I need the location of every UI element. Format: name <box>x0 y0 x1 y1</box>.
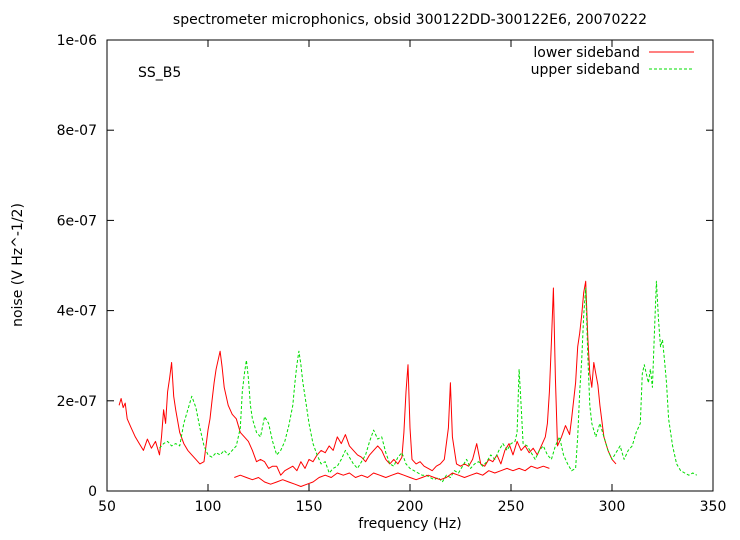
y-tick-label: 4e-07 <box>57 304 97 320</box>
x-tick-label: 100 <box>195 499 222 515</box>
lower-sideband-series-line <box>118 280 617 476</box>
x-tick-label: 200 <box>397 499 424 515</box>
series-layer <box>118 280 698 487</box>
y-tick-label: 2e-07 <box>57 394 97 410</box>
y-tick-label: 6e-07 <box>57 213 97 229</box>
legend-label: upper sideband <box>531 62 640 78</box>
x-tick-label: 50 <box>98 499 116 515</box>
axis-ticks: 50 100 150 200 250 300 350 0 2e-07 4e-07 6e-07 8e-0… <box>57 33 727 515</box>
chart-title: spectrometer microphonics, obsid 300122D… <box>173 12 647 28</box>
y-tick-label: 0 <box>88 484 97 500</box>
y-tick-label: 1e-06 <box>57 33 97 49</box>
x-tick-label: 250 <box>498 499 525 515</box>
x-tick-label: 150 <box>296 499 323 515</box>
upper-sideband-series-line <box>159 280 698 483</box>
x-tick-label: 350 <box>700 499 727 515</box>
y-tick-label: 8e-07 <box>57 123 97 139</box>
y-axis-label: noise (V Hz^-1/2) <box>10 203 26 327</box>
x-axis-label: frequency (Hz) <box>358 516 461 532</box>
detector-annotation: SS_B5 <box>138 65 181 81</box>
unlabeled-series-line <box>234 465 550 487</box>
legend-label: lower sideband <box>533 45 640 61</box>
x-tick-label: 300 <box>599 499 626 515</box>
